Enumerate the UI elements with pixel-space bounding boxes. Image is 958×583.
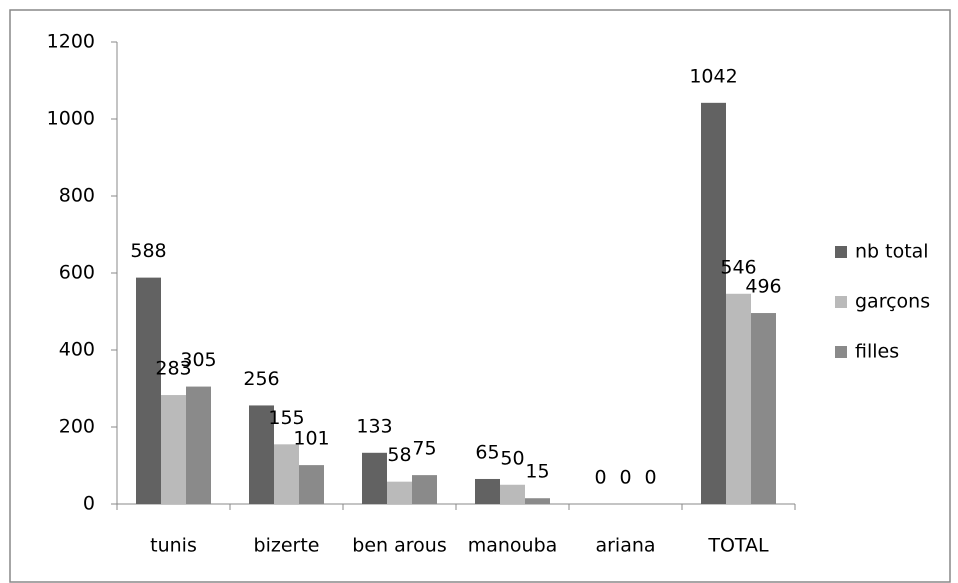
value-label: 75 [412,438,436,460]
bar [500,484,525,504]
legend-swatch [835,346,847,358]
legend-swatch [835,246,847,258]
bar [136,277,161,504]
y-tick-label: 1200 [47,31,95,53]
bar [475,478,500,504]
value-label: 496 [745,276,781,298]
x-tick-label: ariana [595,535,655,557]
y-tick-label: 600 [59,262,95,284]
bar [362,452,387,504]
bar [525,498,550,504]
bar [249,405,274,504]
bar [299,465,324,504]
value-label: 155 [268,407,304,429]
bar [161,395,186,504]
value-label: 588 [130,240,166,262]
bar [701,102,726,504]
x-tick-label: ben arous [352,535,446,557]
x-tick-label: bizerte [254,535,320,557]
legend-swatch [835,296,847,308]
y-tick-label: 0 [83,493,95,515]
value-label: 256 [243,368,279,390]
y-tick-label: 800 [59,185,95,207]
value-label: 133 [356,415,392,437]
value-label: 0 [594,467,606,489]
legend-label: garçons [855,291,930,313]
legend-label: nb total [855,241,929,263]
value-label: 65 [475,441,499,463]
value-label: 0 [619,467,631,489]
value-label: 15 [525,461,549,483]
value-label: 0 [644,467,656,489]
y-tick-label: 400 [59,339,95,361]
bar [751,313,776,504]
x-tick-label: manouba [468,535,558,557]
y-tick-label: 200 [59,416,95,438]
bar [274,444,299,504]
x-tick-label: tunis [150,535,197,557]
x-tick-label: TOTAL [707,535,769,557]
y-tick-label: 1000 [47,108,95,130]
value-label: 58 [387,444,411,466]
legend-label: filles [855,341,899,363]
bar [412,475,437,504]
value-label: 305 [180,349,216,371]
value-label: 283 [155,358,191,380]
bar [726,293,751,504]
value-label: 546 [720,256,756,278]
bar [387,481,412,504]
value-label: 50 [500,447,524,469]
bar [186,386,211,504]
value-label: 1042 [689,65,737,87]
value-label: 101 [293,428,329,450]
